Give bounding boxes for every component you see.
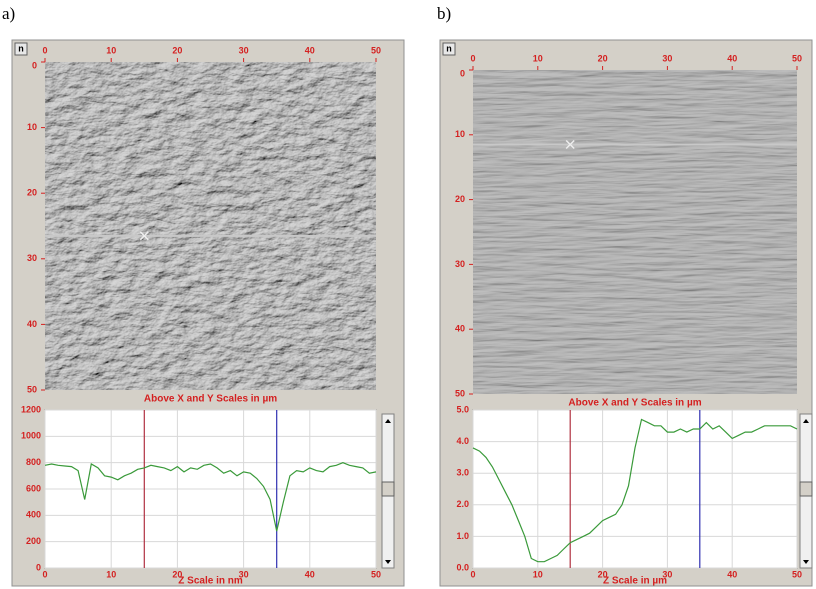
x-tick-label: 40 (727, 569, 737, 579)
image-y-tick-label: 40 (455, 324, 465, 334)
x-tick-label: 0 (42, 569, 47, 579)
y-tick-label: 5.0 (456, 404, 469, 414)
image-x-tick-label: 40 (305, 45, 315, 55)
x-axis-label: Z Scale in µm (603, 576, 667, 587)
image-x-tick-label: 30 (239, 45, 249, 55)
image-y-tick-label: 40 (27, 319, 37, 329)
scroll-thumb (382, 482, 394, 496)
image-x-tick-label: 50 (371, 45, 381, 55)
image-caption: Above X and Y Scales in µm (144, 394, 277, 405)
x-tick-label: 50 (792, 569, 802, 579)
x-tick-label: 0 (470, 569, 475, 579)
image-y-tick-label: 10 (455, 129, 465, 139)
y-tick-label: 600 (26, 483, 41, 493)
image-x-tick-label: 0 (42, 45, 47, 55)
corner-label: n (446, 43, 452, 53)
image-y-tick-label: 30 (455, 259, 465, 269)
plot-area (473, 410, 797, 568)
image-x-tick-label: 10 (533, 53, 543, 63)
image-y-tick-label: 10 (27, 122, 37, 132)
y-tick-label: 1.0 (456, 531, 469, 541)
scroll-thumb (800, 482, 812, 496)
y-tick-label: 0.0 (456, 562, 469, 572)
figure: a)n0102030405001020304050Above X and Y S… (0, 0, 816, 589)
y-tick-label: 3.0 (456, 468, 469, 478)
image-x-tick-label: 20 (598, 53, 608, 63)
x-tick-label: 10 (106, 569, 116, 579)
afm-image (45, 62, 376, 390)
y-tick-label: 1200 (21, 404, 41, 414)
corner-label: n (18, 43, 24, 53)
y-tick-label: 800 (26, 457, 41, 467)
panel-label: b) (437, 4, 451, 23)
image-y-tick-label: 50 (455, 388, 465, 398)
y-tick-label: 2.0 (456, 499, 469, 509)
image-x-tick-label: 0 (470, 53, 475, 63)
x-axis-label: Z Scale in nm (178, 576, 243, 587)
image-y-tick-label: 0 (32, 60, 37, 70)
image-x-tick-label: 20 (172, 45, 182, 55)
image-caption: Above X and Y Scales in µm (568, 398, 701, 409)
image-y-tick-label: 20 (27, 188, 37, 198)
y-tick-label: 1000 (21, 431, 41, 441)
image-y-tick-label: 30 (27, 253, 37, 263)
afm-image (473, 70, 797, 394)
x-tick-label: 50 (371, 569, 381, 579)
panel-label: a) (2, 4, 15, 23)
image-x-tick-label: 50 (792, 53, 802, 63)
image-y-tick-label: 50 (27, 384, 37, 394)
image-y-tick-label: 0 (460, 68, 465, 78)
image-y-tick-label: 20 (455, 194, 465, 204)
x-tick-label: 40 (305, 569, 315, 579)
y-tick-label: 200 (26, 536, 41, 546)
x-tick-label: 10 (533, 569, 543, 579)
y-tick-label: 400 (26, 510, 41, 520)
image-x-tick-label: 30 (662, 53, 672, 63)
image-x-tick-label: 10 (106, 45, 116, 55)
y-tick-label: 0 (36, 562, 41, 572)
y-tick-label: 4.0 (456, 436, 469, 446)
image-x-tick-label: 40 (727, 53, 737, 63)
